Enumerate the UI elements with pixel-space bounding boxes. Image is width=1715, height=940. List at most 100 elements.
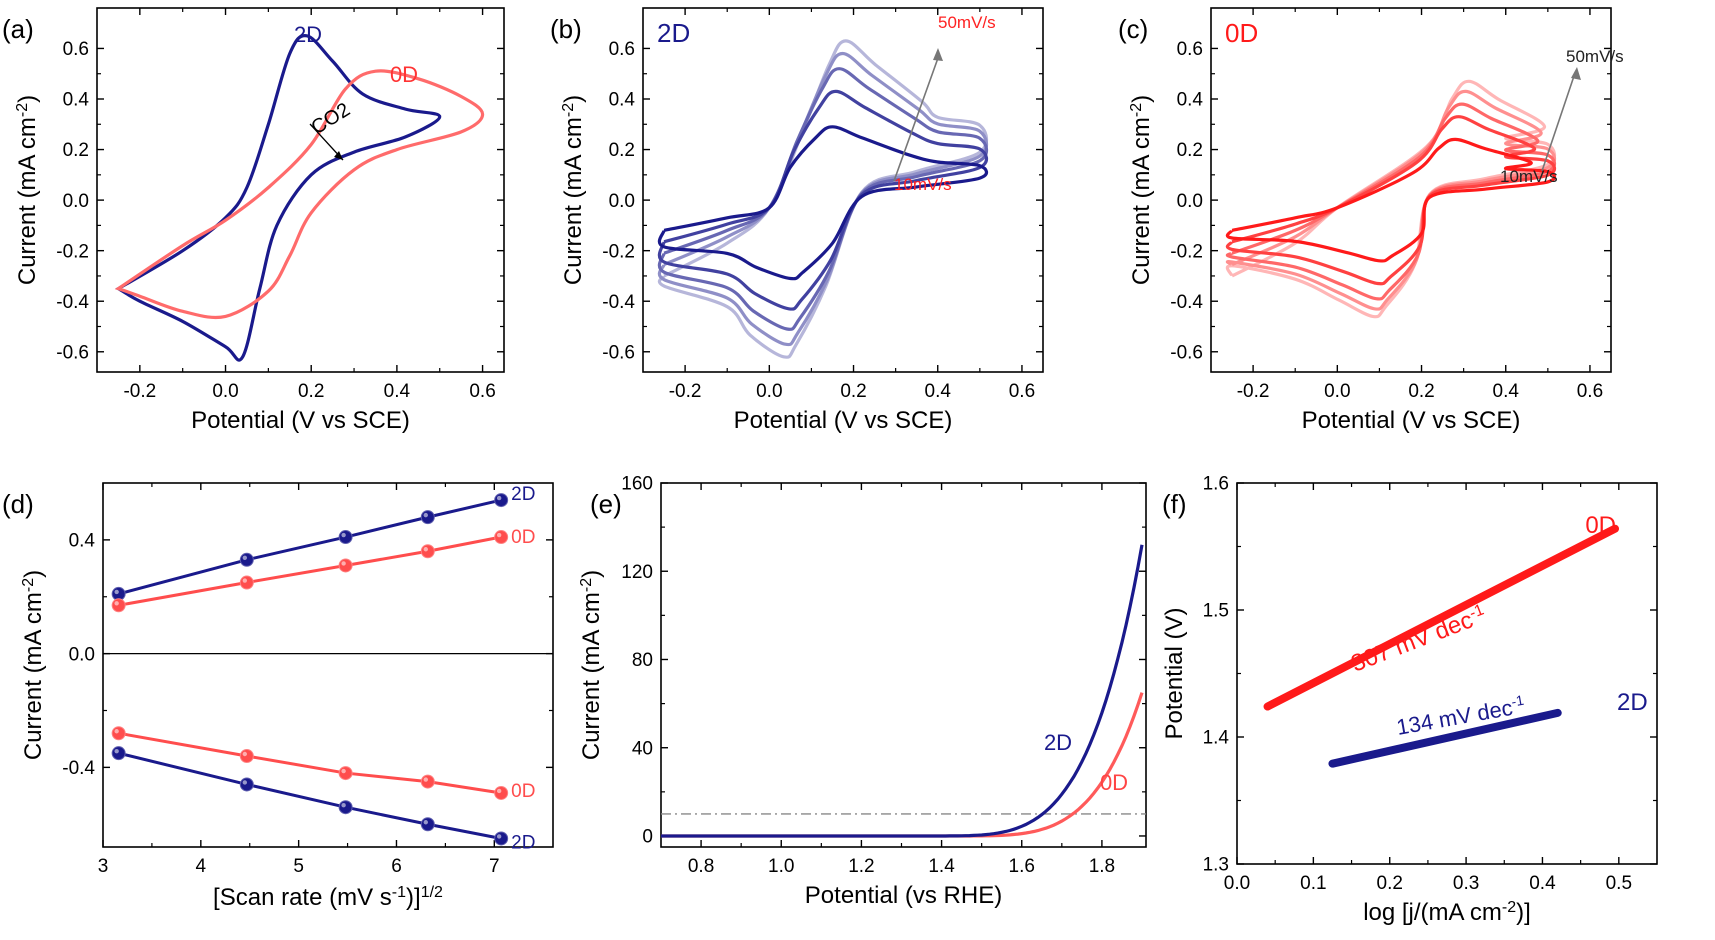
label-50mvs: 50mV/s (1566, 47, 1624, 66)
series-label-2D: 2D (1617, 689, 1648, 716)
y-tick-label: 0.0 (609, 191, 635, 212)
x-tick-label: -0.2 (123, 381, 156, 402)
cv-curve-30mvs (657, 67, 989, 331)
cv-curve-0D (114, 69, 485, 320)
data-point-highlight (423, 820, 428, 825)
y-tick-label: 0 (642, 827, 653, 848)
y-tick-label: 0.6 (1177, 39, 1203, 60)
x-axis-label: Potential (V vs SCE) (191, 407, 410, 434)
y-axis-label: Current (mA cm-2) (14, 95, 42, 285)
data-point-highlight (341, 768, 346, 774)
panel-b: -0.2 0.0 0.2 0.4 0.6 -0.6 -0.4 -0.2 0.0 0.2 0.4 0.6… (550, 7, 1044, 434)
data-point-highlight (496, 532, 502, 538)
panel-e: 0.8 1.0 1.2 1.4 1.6 1.8 0 40 80 120 160 Potential (… (578, 474, 1147, 909)
x-tick-label: 1.8 (1089, 856, 1115, 877)
y-tick-label: 0.6 (63, 39, 89, 60)
panel-series-label: 2D (657, 18, 690, 48)
data-point-highlight (496, 788, 502, 794)
x-tick-label: 0.5 (1606, 873, 1632, 894)
data-point-2D (420, 817, 435, 832)
data-point-0D (111, 726, 126, 741)
x-axis-label: log [j/(mA cm-2)] (1363, 899, 1531, 927)
data-point-highlight (496, 495, 502, 501)
y-tick-label: 120 (621, 562, 653, 583)
series-label-2D: 2D (511, 832, 535, 853)
co2-arrowhead (334, 151, 343, 160)
y-tick-label: 0.2 (63, 140, 89, 161)
cv-curve-10mvs (657, 125, 989, 281)
panel-a: -0.2 0.0 0.2 0.4 0.6 -0.6 -0.4 -0.2 0.0 0.2 0.4 0.6… (2, 7, 505, 434)
data-point-highlight (423, 777, 428, 782)
data-point-highlight (242, 578, 248, 583)
x-tick-label: 0.0 (1224, 873, 1250, 894)
y-tick-label: 0.4 (69, 531, 96, 552)
y-tick-label: 0.4 (1177, 90, 1204, 111)
data-point-highlight (114, 748, 119, 754)
x-tick-label: 0.8 (688, 856, 714, 877)
series-label-0D: 0D (511, 781, 535, 802)
y-tick-label: 40 (632, 738, 653, 759)
y-axis-label: Current (mA cm-2) (560, 95, 588, 285)
label-10mvs: 10mV/s (1500, 167, 1558, 186)
y-tick-label: -0.4 (602, 292, 635, 313)
data-point-0D (338, 766, 353, 781)
x-tick-label: 0.1 (1300, 873, 1326, 894)
x-tick-label: -0.2 (1237, 381, 1270, 402)
tafel-slope-0D: 307 mV dec-1 (1347, 601, 1490, 678)
data-point-0D (239, 749, 254, 763)
cv-curve-40mvs (1225, 89, 1557, 311)
y-tick-label: 1.4 (1203, 728, 1230, 749)
x-tick-label: 0.2 (298, 381, 324, 402)
y-tick-label: 160 (621, 474, 653, 495)
label-10mvs: 10mV/s (894, 175, 952, 194)
panel-d: 3 4 5 6 7 -0.4 0.0 0.4 [Scan rate (mV s-1)]1/2 Cu… (2, 482, 554, 912)
data-point-0D (420, 544, 435, 559)
x-tick-label: 3 (98, 856, 109, 877)
y-tick-label: 0.6 (609, 39, 635, 60)
y-tick-label: 0.0 (69, 644, 95, 665)
y-tick-label: 80 (632, 650, 653, 671)
scan-rate-arrowhead (933, 48, 943, 61)
x-tick-label: 1.6 (1009, 856, 1035, 877)
plot-frame (1210, 7, 1612, 373)
y-axis-label: Potential (V) (1161, 607, 1188, 739)
panel-c: -0.2 0.0 0.2 0.4 0.6 -0.6 -0.4 -0.2 0.0 0.2 0.4 0.6… (1118, 7, 1624, 434)
data-point-2D (239, 777, 254, 792)
data-point-2D (338, 530, 353, 545)
data-point-highlight (341, 532, 346, 538)
data-point-0D (111, 598, 126, 613)
panel-series-label: 0D (1225, 18, 1258, 48)
plot-frame (660, 482, 1147, 848)
plot-frame (642, 7, 1044, 373)
data-point-highlight (496, 834, 502, 839)
label-0d: 0D (390, 62, 418, 87)
tafel-line-2D (1328, 708, 1562, 768)
panel-label: (b) (550, 14, 582, 44)
y-tick-label: 1.5 (1203, 601, 1229, 622)
y-tick-label: -0.2 (602, 241, 635, 262)
scan-rate-arrow (893, 57, 939, 182)
x-tick-label: 0.2 (1377, 873, 1403, 894)
x-tick-label: 1.2 (848, 856, 874, 877)
y-tick-label: -0.2 (56, 241, 89, 262)
plot-frame (102, 482, 554, 848)
panel-label: (e) (590, 489, 622, 519)
y-tick-label: 0.2 (1177, 140, 1203, 161)
y-axis-label: Current (mA cm-2) (1128, 95, 1156, 285)
label-co2: CO2 (308, 99, 355, 139)
x-tick-label: 0.4 (1529, 873, 1556, 894)
data-point-highlight (242, 780, 248, 785)
x-tick-label: 0.0 (756, 381, 782, 402)
y-tick-label: -0.6 (1170, 342, 1203, 363)
x-axis-label: [Scan rate (mV s-1)]1/2 (213, 884, 443, 912)
x-tick-label: -0.2 (669, 381, 702, 402)
scan-rate-arrowhead (1571, 67, 1581, 80)
series-label-0D: 0D (511, 527, 535, 548)
x-tick-label: 7 (489, 856, 500, 877)
x-tick-label: 1.4 (928, 856, 955, 877)
y-axis-label: Current (mA cm-2) (20, 570, 48, 760)
x-tick-label: 0.3 (1453, 873, 1479, 894)
y-tick-label: -0.4 (56, 292, 89, 313)
data-point-highlight (341, 561, 346, 566)
plot-frame (96, 7, 505, 373)
